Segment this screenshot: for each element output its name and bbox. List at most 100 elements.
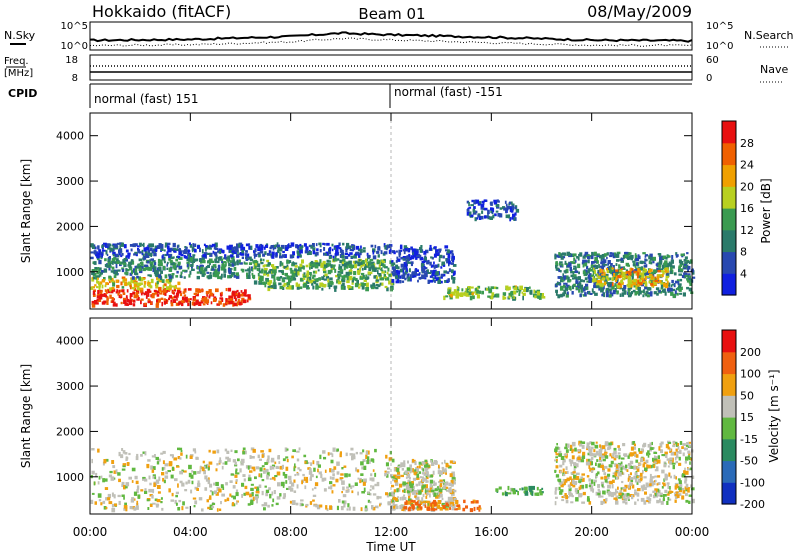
heatmap-cell-velCells-343	[283, 493, 286, 498]
heatmap-cell-velCells-1204	[582, 477, 585, 482]
heatmap-cell-velCells-517	[174, 478, 178, 482]
heatmap-cell-velCells-1431	[654, 488, 658, 493]
heatmap-cell-velCells-1328	[578, 486, 581, 491]
heatmap-cell-powerCells-942	[259, 246, 264, 251]
heatmap-cell-powerCells-515	[95, 275, 97, 280]
heatmap-cell-powerCells-954	[233, 246, 237, 249]
heatmap-cell-powerCells-569	[232, 259, 235, 264]
heatmap-cell-velCells-1541	[612, 479, 615, 483]
heatmap-cell-powerCells-1277	[340, 279, 343, 283]
heatmap-cell-powerCells-1763	[451, 250, 454, 253]
heatmap-cell-powerCells-2061	[622, 268, 626, 270]
heatmap-cell-powerCells-2353	[592, 291, 596, 294]
heatmap-cell-powerCells-179	[151, 294, 155, 299]
heatmap-cell-velCells-360	[329, 505, 332, 510]
heatmap-cell-velCells-1515	[659, 498, 661, 503]
heatmap-cell-powerCells-573	[124, 272, 128, 275]
heatmap-cell-velCells-1382	[589, 441, 592, 445]
heatmap-cell-powerCells-689	[99, 272, 103, 275]
heatmap-cell-powerCells-2417	[643, 272, 648, 276]
heatmap-cell-velCells-1347	[675, 441, 678, 445]
heatmap-cell-powerCells-1586	[388, 273, 391, 277]
heatmap-cell-powerCells-529	[98, 274, 102, 277]
heatmap-cell-powerCells-1934	[541, 293, 544, 297]
heatmap-cell-velCells-1696	[439, 507, 442, 511]
heatmap-cell-powerCells-739	[112, 261, 114, 265]
heatmap-cell-velCells-608	[133, 507, 137, 511]
heatmap-cell-powerCells-733	[109, 263, 112, 267]
heatmap-cell-powerCells-245	[180, 300, 185, 303]
colorbar-segment-velColorbar-5	[722, 373, 736, 396]
heatmap-cell-velCells-1592	[689, 467, 693, 471]
heatmap-cell-powerCells-2884	[493, 199, 497, 203]
heatmap-cell-velCells-1209	[632, 441, 636, 445]
heatmap-cell-powerCells-1142	[153, 253, 157, 257]
heatmap-cell-velCells-146	[170, 474, 174, 479]
heatmap-cell-velCells-1243	[657, 459, 661, 464]
heatmap-cell-powerCells-1146	[383, 251, 388, 255]
heatmap-cell-powerCells-2454	[586, 254, 590, 258]
heatmap-cell-powerCells-1856	[394, 275, 399, 279]
heatmap-cell-powerCells-163	[91, 303, 96, 308]
heatmap-cell-velCells-402	[247, 465, 250, 470]
heatmap-cell-velCells-805	[446, 489, 449, 492]
heatmap-cell-powerCells-2904	[502, 206, 506, 210]
heatmap-cell-powerCells-249	[128, 299, 132, 304]
heatmap-cell-powerCells-1671	[395, 250, 398, 253]
heatmap-cell-powerCells-2911	[484, 207, 488, 211]
heatmap-cell-velCells-571	[151, 494, 154, 499]
heatmap-cell-velCells-1760	[531, 491, 534, 496]
heatmap-cell-powerCells-2551	[659, 256, 662, 261]
heatmap-cell-powerCells-231	[144, 302, 147, 306]
heatmap-cell-velCells-890	[415, 483, 419, 487]
heatmap-cell-velCells-124	[102, 478, 105, 483]
heatmap-cell-velCells-1060	[625, 501, 628, 505]
heatmap-cell-velCells-202	[121, 448, 124, 451]
heatmap-cell-velCells-956	[449, 499, 454, 502]
heatmap-cell-powerCells-730	[216, 271, 220, 275]
heatmap-cell-powerCells-520	[246, 273, 248, 277]
heatmap-cell-velCells-244	[286, 487, 290, 490]
heatmap-cell-powerCells-1501	[384, 259, 386, 262]
heatmap-cell-velCells-427	[211, 491, 214, 496]
heatmap-cell-powerCells-1481	[361, 286, 365, 290]
heatmap-cell-velCells-995	[412, 458, 415, 463]
heatmap-cell-powerCells-972	[275, 244, 278, 247]
heatmap-cell-powerCells-1037	[215, 247, 219, 250]
heatmap-cell-powerCells-1674	[451, 275, 454, 280]
heatmap-cell-velCells-1128	[614, 454, 618, 459]
heatmap-cell-powerCells-1890	[397, 270, 401, 275]
heatmap-cell-velCells-838	[424, 501, 426, 505]
heatmap-cell-powerCells-1713	[415, 256, 418, 260]
heatmap-cell-powerCells-504	[248, 268, 251, 273]
heatmap-cell-powerCells-858	[192, 243, 195, 248]
heatmap-cell-powerCells-856	[296, 245, 299, 248]
heatmap-cell-powerCells-1248	[368, 267, 371, 271]
x-axis-ticks: 00:00 04:00 08:00 12:00 16:00 20:00 00:00	[73, 113, 709, 539]
heatmap-cell-velCells-488	[109, 470, 113, 474]
heatmap-cell-powerCells-2458	[573, 276, 577, 280]
heatmap-cell-powerCells-152	[106, 300, 109, 305]
heatmap-cell-velCells-1272	[684, 467, 686, 472]
heatmap-cell-powerCells-1419	[259, 276, 264, 282]
heatmap-cell-velCells-1411	[602, 453, 606, 457]
heatmap-cell-powerCells-1369	[343, 285, 346, 290]
heatmap-cell-powerCells-2342	[659, 258, 663, 263]
heatmap-cell-velCells-152	[298, 447, 301, 451]
heatmap-cell-velCells-149	[339, 478, 343, 481]
heatmap-cell-powerCells-1217	[317, 285, 321, 289]
heatmap-cell-velCells-209	[259, 467, 263, 472]
heatmap-cell-powerCells-2934	[514, 212, 517, 216]
heatmap-cell-velCells-1721	[433, 501, 437, 506]
heatmap-cell-powerCells-2523	[646, 287, 651, 291]
heatmap-cell-velCells-1549	[590, 468, 594, 473]
heatmap-cell-powerCells-2244	[684, 263, 688, 267]
heatmap-cell-powerCells-1597	[272, 275, 276, 279]
heatmap-cell-powerCells-735	[101, 270, 104, 273]
heatmap-cell-powerCells-1782	[424, 272, 428, 278]
heatmap-cell-powerCells-800	[150, 243, 154, 248]
heatmap-cell-velCells-220	[251, 491, 254, 497]
heatmap-cell-powerCells-603	[94, 267, 98, 270]
heatmap-cell-powerCells-899	[339, 248, 343, 253]
heatmap-cell-powerCells-72	[198, 301, 202, 306]
